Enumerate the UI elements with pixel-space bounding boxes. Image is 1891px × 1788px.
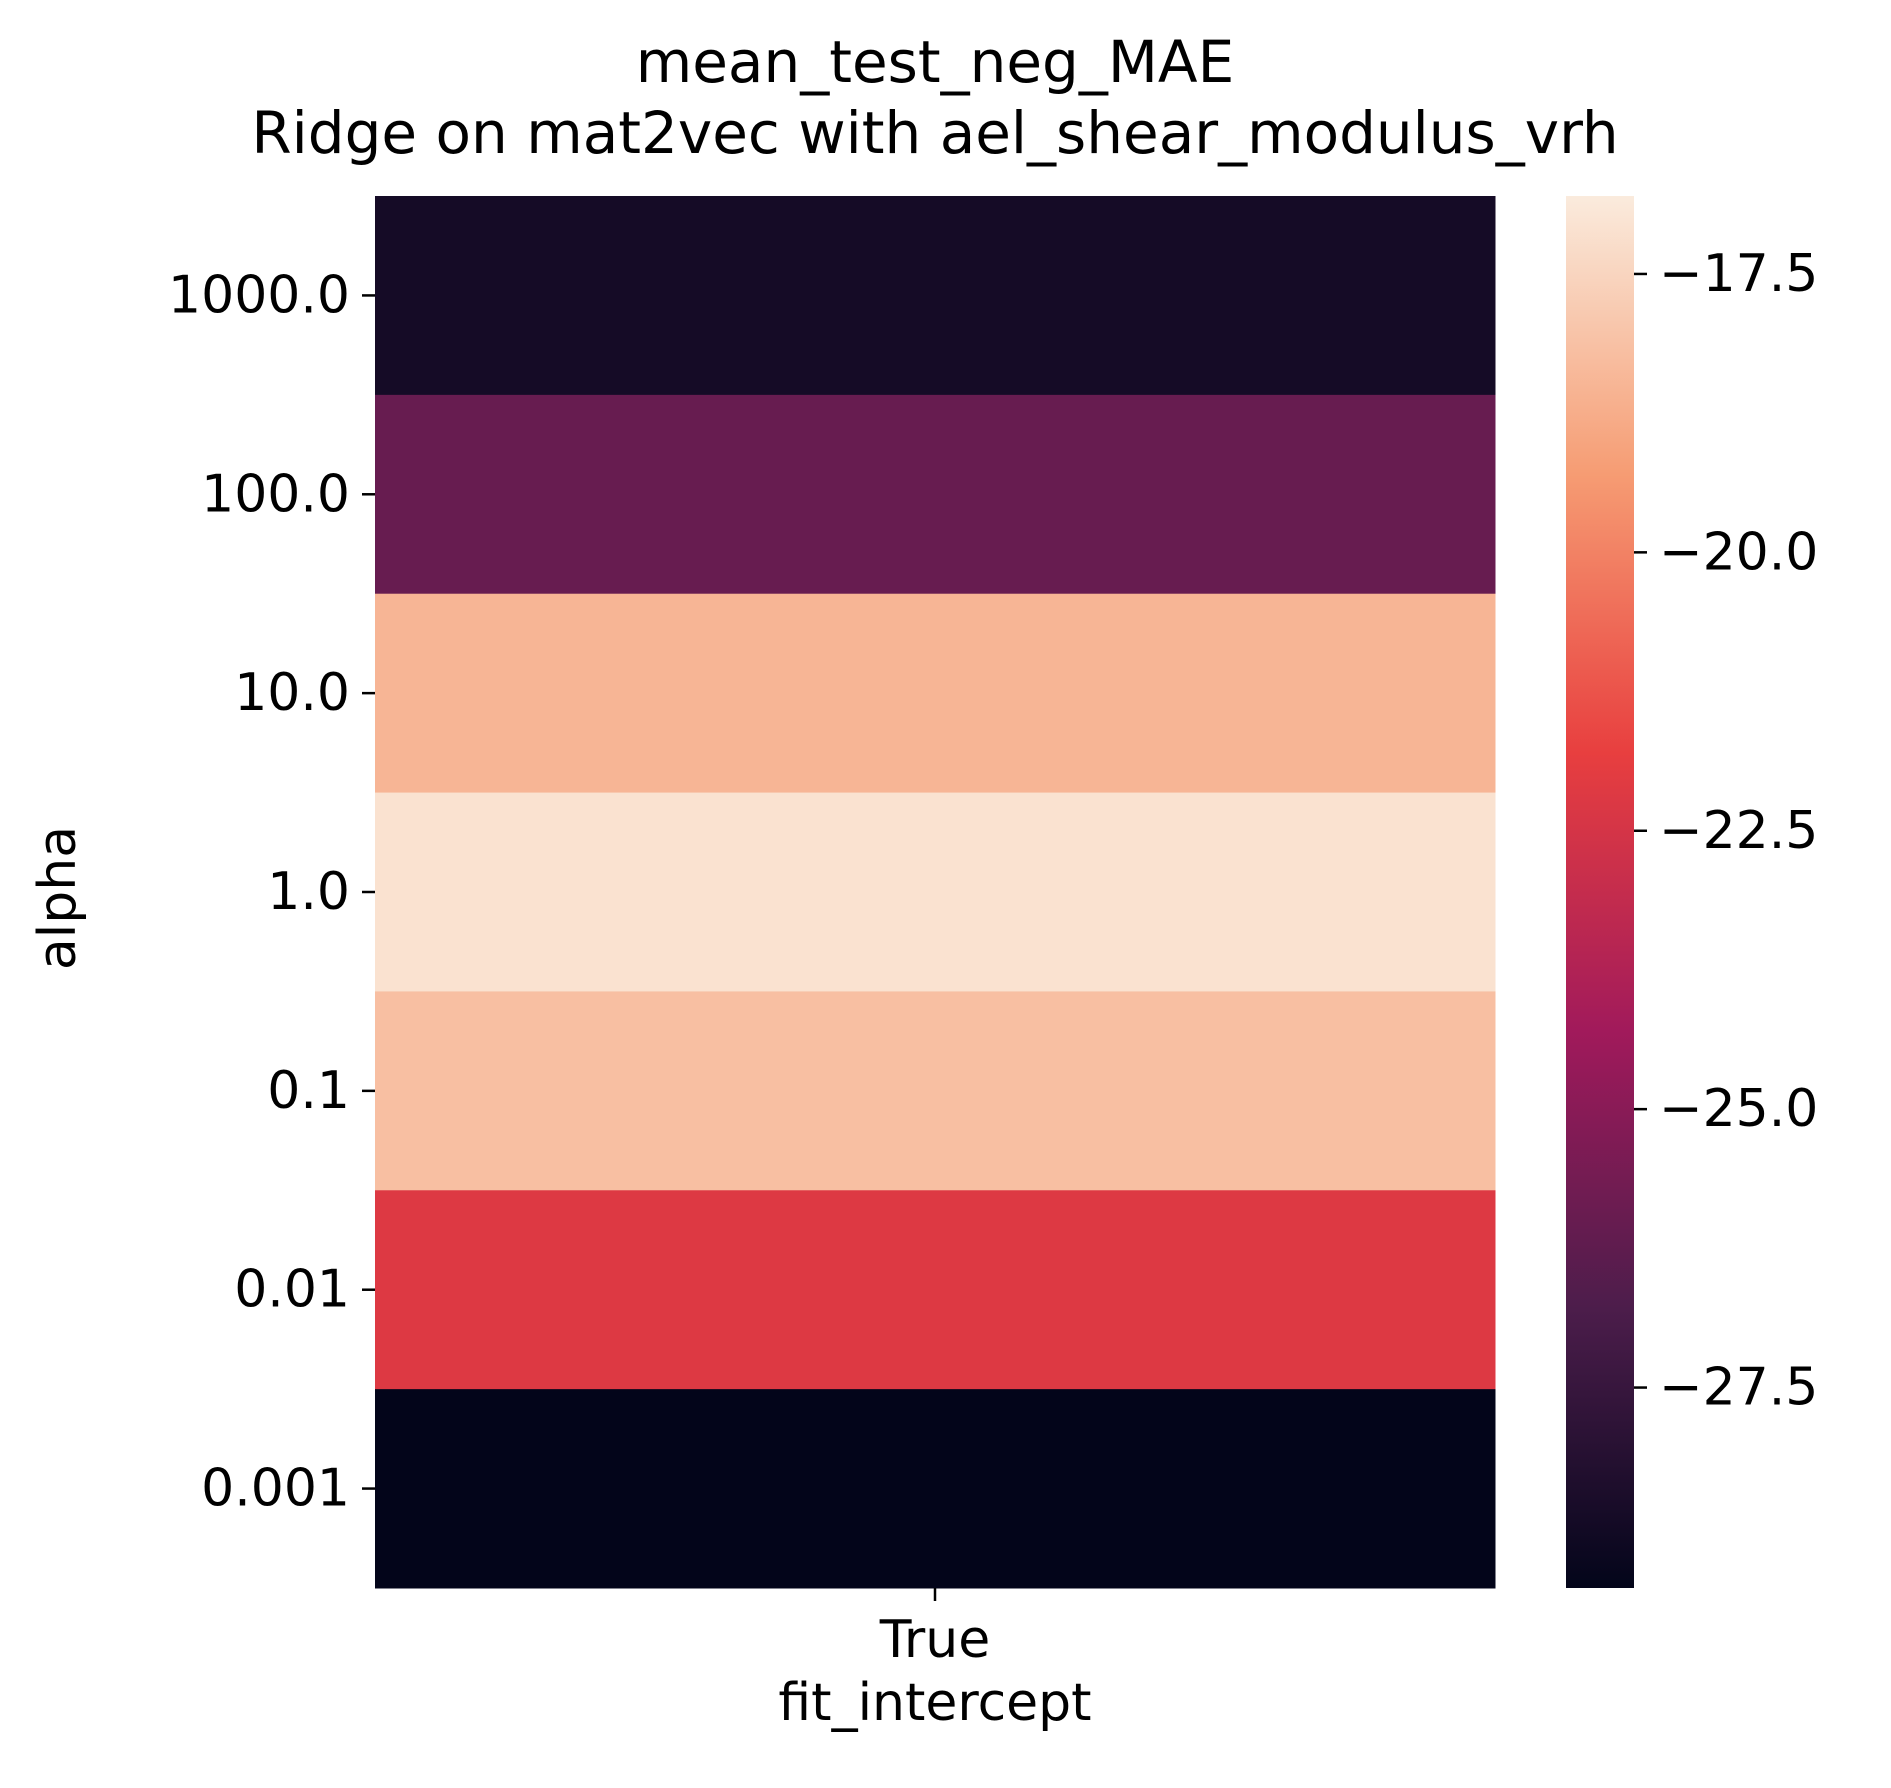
y-axis-label: alpha xyxy=(28,826,88,970)
heatmap-cell xyxy=(375,196,1496,396)
colorbar-gradient-bar xyxy=(1566,196,1634,1588)
colorbar-tick-label: −17.5 xyxy=(1659,244,1818,304)
heatmap-cell xyxy=(375,394,1496,595)
subtitle-text: Ridge on mat2vec with ael_shear_modulus_… xyxy=(251,99,1618,167)
colorbar-tick-label: −20.0 xyxy=(1659,522,1818,582)
heatmap-cell xyxy=(375,991,1496,1191)
y-tick-label: 0.01 xyxy=(234,1260,350,1320)
y-tick-label: 1.0 xyxy=(267,862,350,922)
y-tick-label: 0.001 xyxy=(201,1459,350,1519)
x-axis-label: fit_intercept xyxy=(778,1673,1091,1733)
heatmap-cell xyxy=(375,1389,1496,1589)
y-tick-label: 100.0 xyxy=(201,464,350,524)
y-axis-ticks: 1000.0 100.0 10.0 1.0 0.1 0.01 0.001 xyxy=(168,265,375,1519)
y-tick-label: 1000.0 xyxy=(168,265,350,325)
heatmap-cell xyxy=(375,792,1496,992)
y-tick-label: 0.1 xyxy=(267,1061,350,1121)
chart-title: mean_test_neg_MAE Ridge on mat2vec with … xyxy=(251,28,1618,167)
colorbar-tick-label: −22.5 xyxy=(1659,801,1818,861)
heatmap-cell xyxy=(375,1190,1496,1390)
colorbar: −27.5 −25.0 −22.5 −20.0 −17.5 xyxy=(1566,196,1818,1588)
colorbar-tick-label: −27.5 xyxy=(1659,1358,1818,1418)
title-text: mean_test_neg_MAE xyxy=(636,28,1235,96)
heatmap-cell xyxy=(375,593,1496,794)
heatmap-cells xyxy=(375,196,1496,1589)
x-tick-label: True xyxy=(879,1610,990,1670)
x-axis-ticks: True xyxy=(879,1588,990,1670)
y-tick-label: 10.0 xyxy=(234,663,350,723)
colorbar-tick-label: −25.0 xyxy=(1659,1079,1818,1139)
